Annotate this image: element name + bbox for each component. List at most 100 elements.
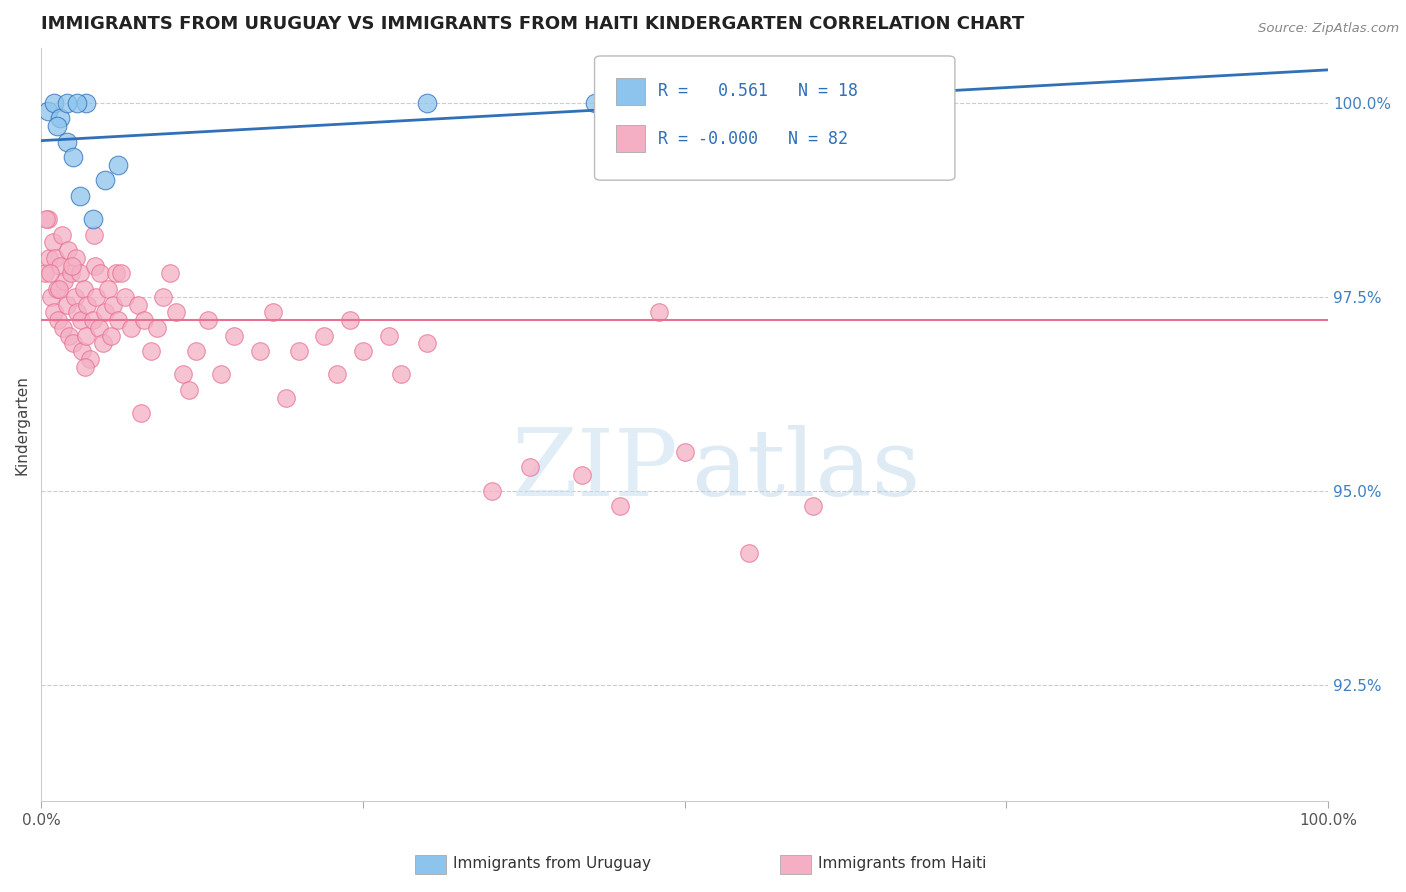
Point (86, 290, 108, 304)
Point (69, 189, 91, 203)
Point (66, 95, 89, 110)
Point (127, 297, 149, 311)
Point (609, 500, 631, 514)
Point (131, 406, 153, 420)
Point (42, 95, 65, 110)
Point (648, 95, 671, 110)
Point (519, 460, 541, 475)
Point (56, 297, 79, 311)
Point (165, 305, 187, 319)
Point (83, 227, 105, 242)
Point (179, 383, 201, 397)
Point (66, 305, 89, 319)
Point (56, 243, 79, 257)
Point (46, 313, 69, 327)
Point (314, 328, 336, 343)
FancyBboxPatch shape (595, 56, 955, 180)
Point (172, 368, 194, 382)
Point (132, 313, 155, 327)
Point (209, 368, 232, 382)
Point (70, 313, 93, 327)
Point (391, 368, 413, 382)
Text: R =   0.561   N = 18: R = 0.561 N = 18 (658, 82, 858, 100)
Point (583, 95, 606, 110)
Point (84, 259, 107, 273)
Text: ZIP: ZIP (512, 425, 678, 515)
Point (42, 305, 65, 319)
Text: atlas: atlas (692, 425, 921, 515)
Point (87, 320, 110, 334)
Point (224, 328, 246, 343)
Point (738, 546, 761, 560)
Point (673, 445, 696, 459)
Text: Immigrants from Haiti: Immigrants from Haiti (818, 856, 987, 871)
Point (339, 313, 361, 327)
Point (76, 297, 98, 311)
Point (62, 150, 84, 164)
Point (377, 328, 399, 343)
Point (866, 95, 889, 110)
Point (73, 359, 96, 374)
Point (41, 290, 63, 304)
Point (75, 328, 97, 343)
Point (416, 95, 439, 110)
Point (56, 95, 79, 110)
Point (35, 212, 58, 227)
Point (107, 158, 129, 172)
Point (53, 274, 76, 288)
Point (648, 305, 671, 319)
Point (79, 351, 101, 366)
Point (249, 344, 271, 359)
Point (801, 500, 824, 514)
Point (34, 267, 56, 281)
Text: Immigrants from Uruguay: Immigrants from Uruguay (453, 856, 651, 871)
Bar (616, 125, 645, 153)
Point (82, 212, 104, 227)
Point (184, 344, 207, 359)
Point (49, 259, 72, 273)
Point (37, 103, 59, 118)
Point (100, 328, 122, 343)
Point (146, 320, 169, 334)
Point (104, 267, 127, 281)
Point (48, 282, 70, 296)
Text: Source: ZipAtlas.com: Source: ZipAtlas.com (1258, 22, 1399, 36)
Point (41, 235, 63, 250)
Point (69, 267, 91, 281)
Point (107, 313, 129, 327)
Point (75, 95, 97, 110)
Point (139, 344, 162, 359)
Point (97, 282, 120, 296)
Point (159, 267, 181, 281)
Point (72, 282, 94, 296)
Text: IMMIGRANTS FROM URUGUAY VS IMMIGRANTS FROM HAITI KINDERGARTEN CORRELATION CHART: IMMIGRANTS FROM URUGUAY VS IMMIGRANTS FR… (41, 15, 1025, 33)
Point (326, 368, 349, 382)
Point (94, 305, 117, 319)
Point (72, 344, 94, 359)
Point (63, 290, 86, 304)
Point (352, 344, 374, 359)
Point (44, 251, 66, 265)
Point (82, 313, 104, 327)
Point (62, 336, 84, 351)
Point (571, 468, 593, 483)
Point (120, 320, 142, 334)
Point (45, 119, 67, 133)
Point (91, 336, 114, 351)
Point (699, 95, 721, 110)
Point (152, 290, 174, 304)
Point (110, 267, 132, 281)
Point (89, 267, 111, 281)
Point (114, 290, 136, 304)
Point (103, 297, 125, 311)
Point (39, 267, 62, 281)
Point (38, 251, 60, 265)
Point (49, 112, 72, 126)
Point (58, 328, 80, 343)
Point (287, 344, 309, 359)
Point (59, 267, 82, 281)
Y-axis label: Kindergarten: Kindergarten (15, 375, 30, 475)
Point (94, 173, 117, 187)
Point (274, 391, 297, 405)
Point (52, 320, 75, 334)
